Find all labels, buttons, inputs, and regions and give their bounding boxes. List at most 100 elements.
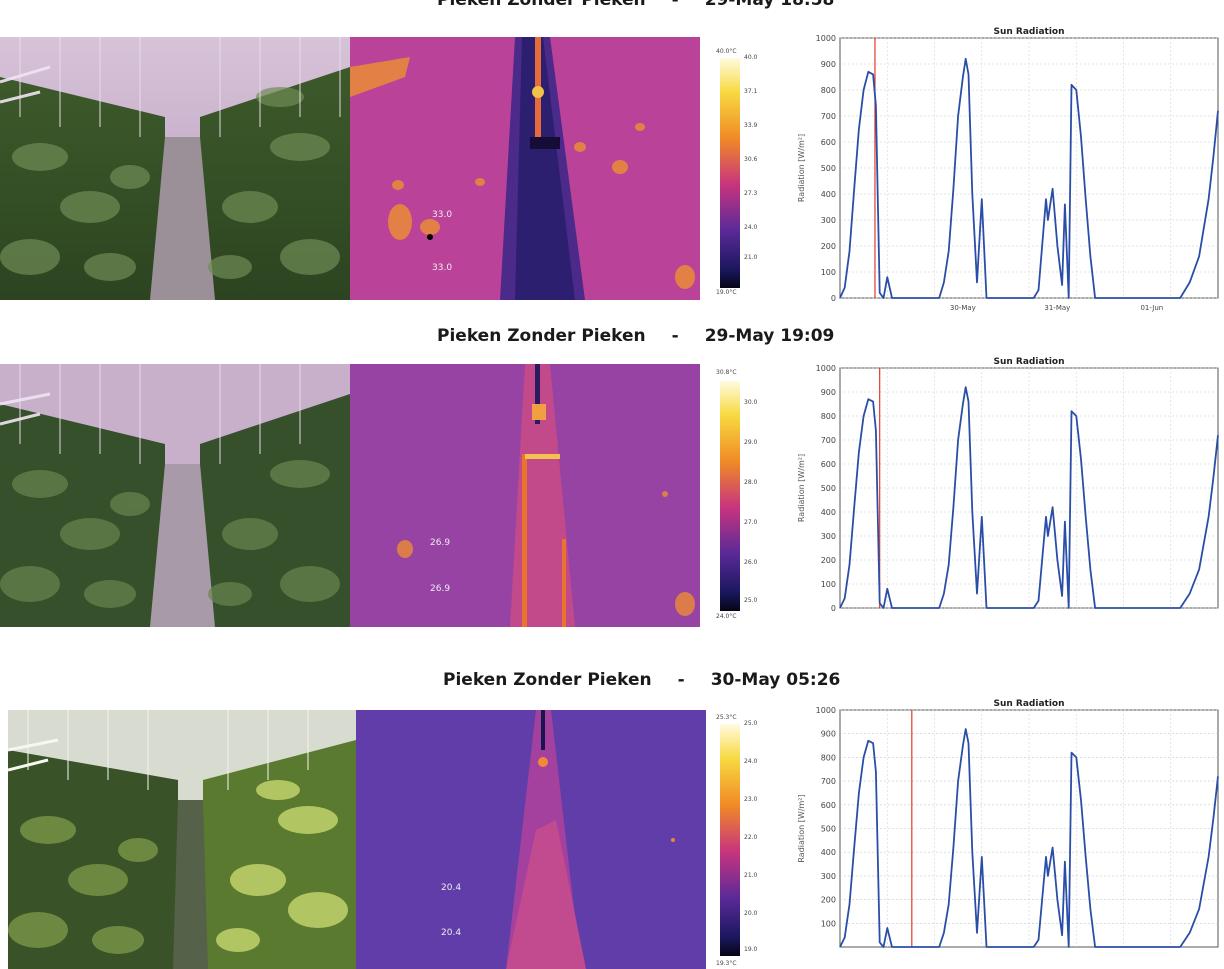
y-tick-label: 400 (821, 848, 836, 857)
title-separator: - (672, 0, 679, 10)
colorbar-tick: 33.9 (744, 122, 757, 129)
sun-radiation-chart: Sun Radiation 0 100 200 300 400 500 600 700 800 90… (790, 352, 1224, 630)
colorbar-tick: 21.0 (744, 254, 757, 261)
colorbar-min-label: 19.0°C (716, 289, 737, 296)
spot-temperature: 33.0 (432, 210, 452, 220)
sun-radiation-chart: Sun Radiation 100 200 300 400 500 600 700 800 900… (790, 694, 1224, 969)
colorbar-max-label: 30.8°C (716, 369, 737, 376)
row-title: Pieken Zonder Pieken - 29-May 19:09 (437, 326, 834, 346)
y-tick-label: 0 (831, 294, 836, 303)
colorbar: 25.3°C 19.3°C 25.0 24.0 23.0 22.0 21.0 2… (716, 714, 776, 969)
colorbar-tick: 22.0 (744, 834, 757, 841)
thermal-image: 20.4 20.4 (356, 710, 706, 969)
greenhouse-photo (8, 710, 356, 969)
colorbar-tick: 20.0 (744, 910, 757, 917)
y-tick-label: 100 (821, 580, 836, 589)
colorbar-tick: 30.6 (744, 156, 757, 163)
y-tick-label: 200 (821, 242, 836, 251)
colorbar-tick: 29.0 (744, 439, 757, 446)
chart-svg: Sun Radiation 0 100 200 300 400 500 600 700 800 90… (790, 352, 1224, 630)
y-tick-label: 1000 (816, 364, 836, 373)
y-tick-label: 400 (821, 190, 836, 199)
colorbar-tick: 30.0 (744, 399, 757, 406)
colorbar-tick: 25.0 (744, 720, 757, 727)
y-tick-label: 100 (821, 919, 836, 928)
row-1: Pieken Zonder Pieken - 29-May 18:58 (0, 0, 1224, 320)
y-tick-label: 1000 (816, 706, 836, 715)
y-axis-label: Radiation [W/m²] (797, 454, 806, 522)
colorbar-tick: 27.0 (744, 519, 757, 526)
row-2: Pieken Zonder Pieken - 29-May 19:09 (0, 322, 1224, 632)
colorbar-min-label: 24.0°C (716, 613, 737, 620)
x-tick-label: 30-May (950, 304, 976, 312)
colorbar-max-label: 40.0°C (716, 48, 737, 55)
y-tick-label: 800 (821, 412, 836, 421)
y-tick-label: 700 (821, 436, 836, 445)
title-location: Pieken Zonder Pieken (437, 0, 646, 10)
y-tick-label: 700 (821, 112, 836, 121)
colorbar-tick: 40.0 (744, 54, 757, 61)
colorbar: 30.8°C 24.0°C 30.0 29.0 28.0 27.0 26.0 2… (716, 369, 776, 621)
thermal-image: 33.0 33.0 (350, 37, 700, 300)
chart-title: Sun Radiation (993, 357, 1064, 367)
colorbar-tick: 21.0 (744, 872, 757, 879)
colorbar-tick: 26.0 (744, 559, 757, 566)
y-tick-label: 500 (821, 825, 836, 834)
spot-temperature: 33.0 (432, 263, 452, 273)
y-tick-label: 400 (821, 508, 836, 517)
title-location: Pieken Zonder Pieken (443, 670, 652, 690)
colorbar-tick: 24.0 (744, 224, 757, 231)
x-tick-label: 31-May (1044, 304, 1070, 312)
y-tick-label: 300 (821, 532, 836, 541)
y-tick-label: 200 (821, 896, 836, 905)
y-tick-label: 900 (821, 60, 836, 69)
y-axis-label: Radiation [W/m²] (797, 794, 806, 862)
title-location: Pieken Zonder Pieken (437, 326, 646, 346)
chart-svg: Sun Radiation 0 100 200 300 400 500 600 700 800 90… (790, 22, 1224, 320)
greenhouse-photo (0, 37, 350, 300)
colorbar-min-label: 19.3°C (716, 960, 737, 967)
y-tick-label: 100 (821, 268, 836, 277)
chart-title: Sun Radiation (993, 699, 1064, 709)
y-tick-label: 800 (821, 753, 836, 762)
spot-temperature: 26.9 (430, 538, 450, 548)
y-tick-label: 300 (821, 872, 836, 881)
chart-title: Sun Radiation (993, 27, 1064, 37)
y-tick-label: 200 (821, 556, 836, 565)
title-timestamp: 30-May 05:26 (711, 670, 841, 690)
colorbar-tick: 37.1 (744, 88, 757, 95)
spot-temperature: 20.4 (441, 883, 461, 893)
y-tick-label: 700 (821, 777, 836, 786)
y-tick-label: 600 (821, 138, 836, 147)
chart-svg: Sun Radiation 100 200 300 400 500 600 700 800 900… (790, 694, 1224, 969)
x-tick-label: 01-Jun (1140, 304, 1163, 312)
colorbar-tick: 25.0 (744, 597, 757, 604)
spot-temperature: 20.4 (441, 928, 461, 938)
thermal-image: 26.9 26.9 (350, 364, 700, 627)
y-tick-label: 600 (821, 460, 836, 469)
colorbar-max-label: 25.3°C (716, 714, 737, 721)
row-title: Pieken Zonder Pieken - 29-May 18:58 (437, 0, 834, 10)
colorbar-tick: 24.0 (744, 758, 757, 765)
greenhouse-photo (0, 364, 350, 627)
spot-temperature: 26.9 (430, 584, 450, 594)
title-separator: - (678, 670, 685, 690)
y-tick-label: 0 (831, 604, 836, 613)
y-tick-label: 900 (821, 730, 836, 739)
title-timestamp: 29-May 18:58 (705, 0, 835, 10)
row-title: Pieken Zonder Pieken - 30-May 05:26 (443, 670, 840, 690)
y-tick-label: 500 (821, 484, 836, 493)
colorbar-tick: 23.0 (744, 796, 757, 803)
sun-radiation-chart: Sun Radiation 0 100 200 300 400 500 600 700 800 90… (790, 22, 1224, 320)
colorbar-tick: 28.0 (744, 479, 757, 486)
y-axis-label: Radiation [W/m²] (797, 134, 806, 202)
y-tick-label: 900 (821, 388, 836, 397)
y-tick-label: 300 (821, 216, 836, 225)
colorbar-tick: 27.3 (744, 190, 757, 197)
colorbar: 40.0°C 19.0°C 40.0 37.1 33.9 30.6 27.3 2… (716, 48, 776, 298)
y-tick-label: 1000 (816, 34, 836, 43)
colorbar-tick: 19.0 (744, 946, 757, 953)
row-3: Pieken Zonder Pieken - 30-May 05:26 (0, 660, 1224, 969)
y-tick-label: 800 (821, 86, 836, 95)
title-timestamp: 29-May 19:09 (705, 326, 835, 346)
